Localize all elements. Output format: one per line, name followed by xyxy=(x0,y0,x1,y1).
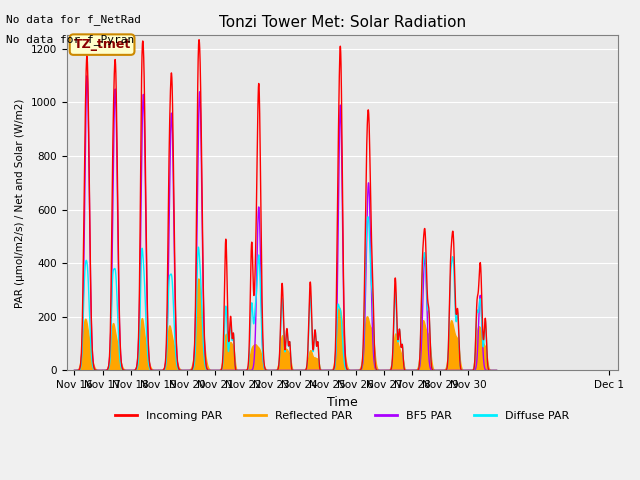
Legend: Incoming PAR, Reflected PAR, BF5 PAR, Diffuse PAR: Incoming PAR, Reflected PAR, BF5 PAR, Di… xyxy=(110,406,574,425)
Text: TZ_tmet: TZ_tmet xyxy=(74,38,131,51)
Text: No data for f_NetRad: No data for f_NetRad xyxy=(6,14,141,25)
Title: Tonzi Tower Met: Solar Radiation: Tonzi Tower Met: Solar Radiation xyxy=(218,15,466,30)
Y-axis label: PAR (μmol/m2/s) / Net and Solar (W/m2): PAR (μmol/m2/s) / Net and Solar (W/m2) xyxy=(15,98,25,308)
X-axis label: Time: Time xyxy=(326,396,357,408)
Text: No data for f_Pyran: No data for f_Pyran xyxy=(6,34,134,45)
